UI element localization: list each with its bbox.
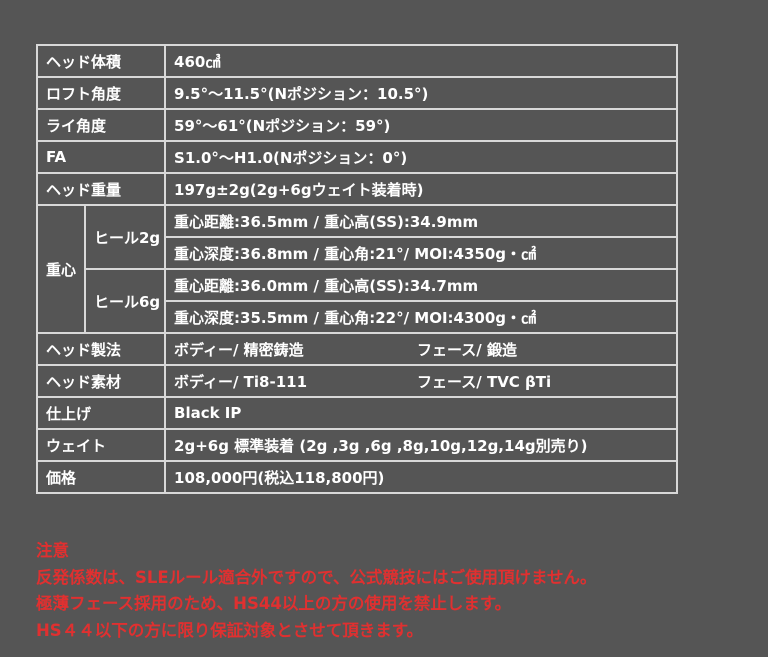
caution-line: 反発係数は、SLEルール適合外ですので、公式競技にはご使用頂けません。 [36, 567, 597, 587]
row-value: 59°～61°(Nポジション：59°) [164, 108, 678, 142]
caution-title: 注意 [36, 541, 69, 560]
body-value: ボディー/ 精密鋳造 [174, 340, 304, 359]
row-value: 2g+6g 標準装着 (2g ,3g ,6g ,8g,10g,12g,14g別売… [164, 428, 678, 462]
table-row: ヘッド重量 197g±2g(2g+6gウェイト装着時) [35, 172, 678, 206]
body-value: ボディー/ Ti8-111 [174, 372, 308, 391]
cog-label: 重心 [36, 204, 86, 334]
table-row: ヘッド製法 ボディー/ 精密鋳造 フェース/ 鍛造 [35, 332, 678, 366]
row-label: 価格 [35, 460, 167, 494]
table-row: ヘッド素材 ボディー/ Ti8-111 フェース/ TVC βTi [35, 364, 678, 398]
row-value: 197g±2g(2g+6gウェイト装着時) [164, 172, 678, 206]
row-label: ヘッド製法 [35, 332, 167, 366]
spec-table: ヘッド体積 460㎤ ロフト角度 9.5°～11.5°(Nポジション：10.5°) … [35, 44, 678, 494]
row-label: 仕上げ [35, 396, 167, 430]
row-label: ロフト角度 [35, 76, 167, 110]
row-label: FA [35, 140, 167, 174]
row-value: 460㎤ [164, 44, 678, 78]
row-value: 重心距離:36.0mm / 重心高(SS):34.7mm [164, 268, 678, 302]
row-value: 重心距離:36.5mm / 重心高(SS):34.9mm [164, 204, 678, 238]
row-label: ヘッド重量 [35, 172, 167, 206]
caution-line: HS４４以下の方に限り保証対象とさせて頂きます。 [36, 620, 424, 640]
face-value: フェース/ 鍛造 [417, 340, 517, 359]
row-label: ヘッド素材 [35, 364, 167, 398]
row-value: ボディー/ 精密鋳造 フェース/ 鍛造 [164, 332, 678, 366]
table-row: ウェイト 2g+6g 標準装着 (2g ,3g ,6g ,8g,10g,12g,1… [35, 428, 678, 462]
row-value: 108,000円(税込118,800円) [164, 460, 678, 494]
table-row: ライ角度 59°～61°(Nポジション：59°) [35, 108, 678, 142]
row-value: Black IP [164, 396, 678, 430]
cog-group-label: ヒール2g [83, 204, 167, 270]
table-row: 重心深度:35.5mm / 重心角:22°/ MOI:4300g・㎠ [37, 300, 678, 334]
cog-group-label: ヒール6g [83, 268, 167, 334]
row-value: 重心深度:35.5mm / 重心角:22°/ MOI:4300g・㎠ [164, 300, 678, 334]
row-value: S1.0°～H1.0(Nポジション：0°) [164, 140, 678, 174]
table-row: FA S1.0°～H1.0(Nポジション：0°) [35, 140, 678, 174]
table-row: 重心 ヒール2g 重心距離:36.5mm / 重心高(SS):34.9mm [36, 204, 678, 334]
face-value: フェース/ TVC βTi [417, 372, 552, 391]
row-label: ライ角度 [35, 108, 167, 142]
row-value: 重心深度:36.8mm / 重心角:21°/ MOI:4350g・㎠ [164, 236, 678, 270]
table-row: 重心深度:36.8mm / 重心角:21°/ MOI:4350g・㎠ [37, 236, 678, 270]
table-row: ロフト角度 9.5°～11.5°(Nポジション：10.5°) [35, 76, 678, 110]
table-row: ヘッド体積 460㎤ [35, 44, 678, 78]
caution-line: 極薄フェース採用のため、HS44以上の方の使用を禁止します。 [36, 594, 512, 613]
caution-notes: 注意 反発係数は、SLEルール適合外ですので、公式競技にはご使用頂けません。 極… [36, 538, 597, 644]
row-value: 9.5°～11.5°(Nポジション：10.5°) [164, 76, 678, 110]
table-row: ヒール6g 重心距離:36.0mm / 重心高(SS):34.7mm [37, 268, 678, 334]
table-row: 価格 108,000円(税込118,800円) [35, 460, 678, 494]
row-value: ボディー/ Ti8-111 フェース/ TVC βTi [164, 364, 678, 398]
row-label: ウェイト [35, 428, 167, 462]
row-label: ヘッド体積 [35, 44, 167, 78]
table-row: 仕上げ Black IP [35, 396, 678, 430]
